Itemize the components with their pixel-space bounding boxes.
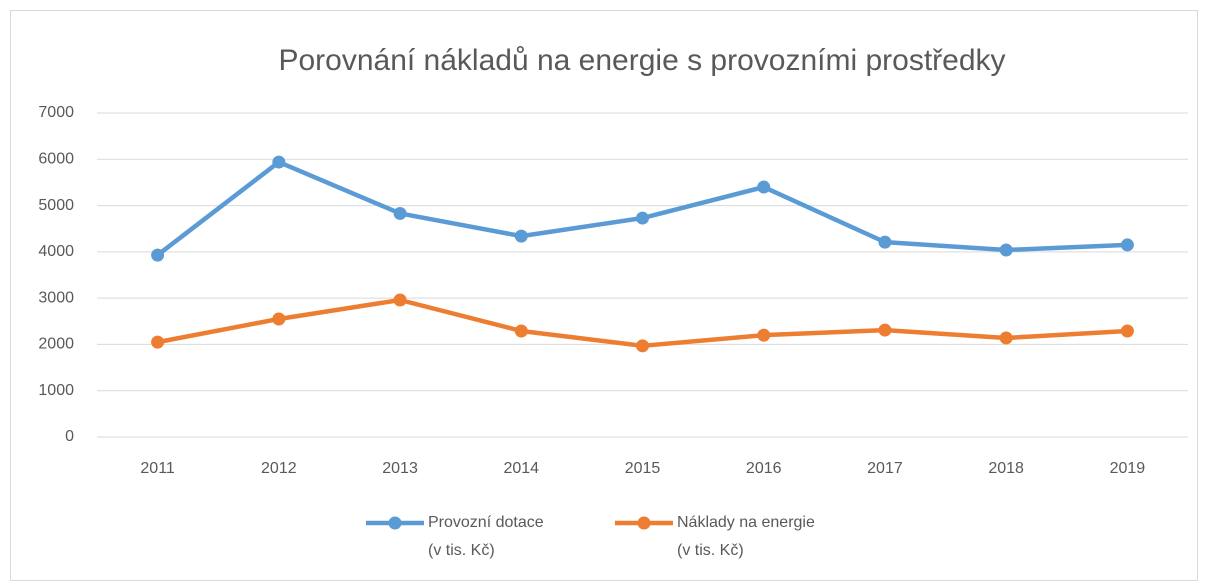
legend-marker [388,516,402,530]
data-point [272,312,286,326]
data-point [878,323,892,337]
data-point [636,211,649,225]
data-point [393,206,407,220]
data-point [151,335,165,349]
data-point [999,331,1013,345]
y-tick-label: 0 [65,428,74,445]
x-tick-label: 2011 [140,460,175,477]
y-tick-label: 7000 [38,104,74,121]
y-tick-label: 5000 [38,197,74,214]
legend-label: Náklady na energie (v tis. Kč) [677,514,815,559]
data-point [514,324,528,338]
x-tick-label: 2014 [503,460,539,477]
x-tick-label: 2015 [625,460,661,477]
data-point [999,243,1013,257]
data-point [1120,324,1134,338]
x-tick-label: 2012 [261,460,297,477]
y-tick-label: 6000 [38,151,74,168]
y-tick-label: 1000 [38,382,74,399]
chart-title: Porovnání nákladů na energie s provozním… [278,44,1005,77]
data-point [757,328,771,342]
x-tick-label: 2013 [382,460,418,477]
x-tick-label: 2019 [1110,460,1146,477]
data-point [878,235,892,249]
data-point [272,155,286,169]
data-point [151,248,165,262]
data-point [757,180,771,194]
x-tick-label: 2017 [867,460,903,477]
data-point [514,229,528,243]
data-point [636,339,649,353]
x-tick-label: 2016 [746,460,782,477]
y-tick-label: 2000 [38,336,74,353]
x-tick-label: 2018 [988,460,1024,477]
legend-marker [637,516,651,530]
chart-border [10,10,1198,581]
legend-label: Provozní dotace (v tis. Kč) [428,514,544,559]
y-tick-label: 3000 [38,289,74,306]
data-point [1120,238,1134,252]
data-point [393,293,407,307]
y-tick-label: 4000 [38,243,74,260]
